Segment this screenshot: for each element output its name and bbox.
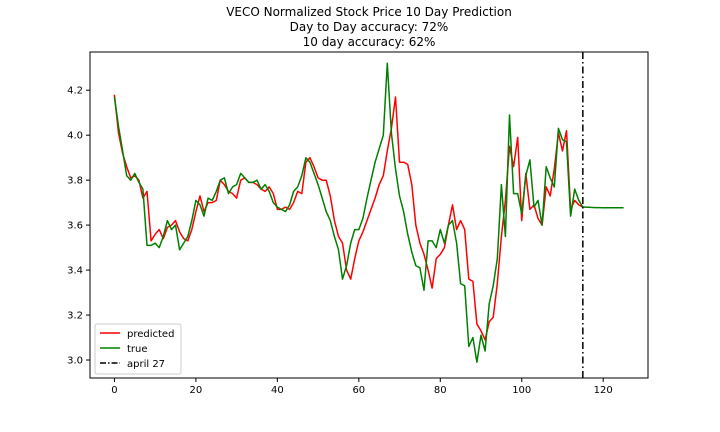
y-tick-label: 4.0: [67, 131, 83, 142]
y-tick-label: 3.2: [67, 311, 83, 322]
x-tick-label: 100: [512, 385, 531, 396]
legend-label-april-27: april 27: [127, 359, 165, 370]
legend-label-true: true: [127, 344, 148, 355]
x-tick-label: 120: [594, 385, 613, 396]
plot-frame: [89, 51, 649, 379]
x-tick-label: 60: [352, 385, 365, 396]
y-tick-label: 3.8: [67, 176, 83, 187]
y-tick-label: 4.2: [67, 86, 83, 97]
x-tick-label: 20: [190, 385, 203, 396]
x-tick-label: 0: [111, 385, 117, 396]
legend: predicted true april 27: [94, 323, 182, 375]
x-tick-label: 80: [434, 385, 447, 396]
y-tick-label: 3.6: [67, 221, 83, 232]
x-tick-label: 40: [271, 385, 284, 396]
series-line-predicted: [113, 94, 584, 341]
chart-title-line-2: Day to Day accuracy: 72%: [290, 20, 449, 34]
chart-title-line-1: VECO Normalized Stock Price 10 Day Predi…: [226, 5, 512, 19]
legend-box: [94, 323, 182, 375]
legend-label-predicted: predicted: [127, 329, 174, 340]
plot-lines: [113, 52, 624, 378]
y-tick-label: 3.0: [67, 356, 83, 367]
series-line-true: [113, 62, 624, 364]
chart-title-line-3: 10 day accuracy: 62%: [303, 35, 436, 49]
axis-ticks: 0 20 40 60 80 100 120 3.0 3.2 3.4 3.6 3.8 4.0 4.2: [67, 86, 613, 396]
y-tick-label: 3.4: [67, 266, 83, 277]
